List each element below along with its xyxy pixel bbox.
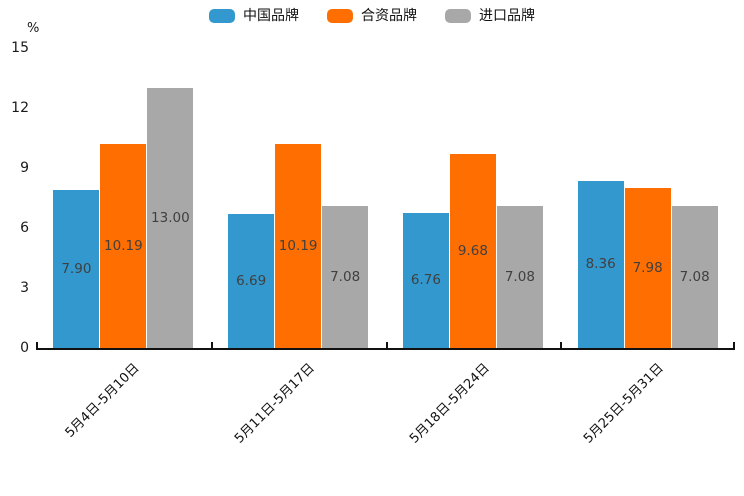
x-axis-tick xyxy=(560,342,563,348)
y-tick-label: 0 xyxy=(20,340,29,356)
bar-value-label: 7.08 xyxy=(504,269,535,286)
x-axis-tick xyxy=(210,342,213,348)
plot-area: 7.90 10.19 13.00 6.69 10.19 7.08 6.76 9.68 7.08 8… xyxy=(36,48,735,350)
x-axis-tick xyxy=(36,342,38,348)
bar-进口品牌-5月4日-5月10日: 13.00 xyxy=(147,88,194,348)
bar-合资品牌-5月11日-5月17日: 10.19 xyxy=(275,144,322,348)
bar-value-label: 7.98 xyxy=(632,260,663,277)
x-category-label: 5月18日-5月24日 xyxy=(406,360,493,447)
bar-进口品牌-5月25日-5月31日: 7.08 xyxy=(671,206,718,348)
bar-value-label: 10.19 xyxy=(278,238,318,255)
bar-中国品牌-5月18日-5月24日: 6.76 xyxy=(402,212,449,348)
bar-中国品牌-5月25日-5月31日: 8.36 xyxy=(577,180,624,348)
bar-value-label: 7.90 xyxy=(61,261,92,277)
legend-swatch-joint-venture-brand-icon xyxy=(327,9,353,23)
legend-label: 合资品牌 xyxy=(361,8,417,24)
bar-进口品牌-5月11日-5月17日: 7.08 xyxy=(322,206,369,348)
legend-item-china-brand[interactable]: 中国品牌 xyxy=(209,7,299,25)
bar-value-label: 10.19 xyxy=(104,238,143,255)
x-category-label: 5月11日-5月17日 xyxy=(231,360,318,447)
x-axis-tick xyxy=(733,342,735,348)
legend-item-imported-brand[interactable]: 进口品牌 xyxy=(445,7,535,25)
y-tick-label: 9 xyxy=(20,160,29,176)
bar-value-label: 9.68 xyxy=(457,243,488,260)
bar-合资品牌-5月4日-5月10日: 10.19 xyxy=(100,144,147,348)
bar-value-label: 13.00 xyxy=(151,210,190,226)
y-tick-label: 6 xyxy=(20,220,29,236)
bar-合资品牌-5月25日-5月31日: 7.98 xyxy=(624,188,671,348)
legend-label: 进口品牌 xyxy=(479,8,535,24)
legend-swatch-china-brand-icon xyxy=(209,9,235,23)
bar-value-label: 6.69 xyxy=(236,273,267,290)
bar-value-label: 8.36 xyxy=(585,256,616,273)
x-category-label: 5月4日-5月10日 xyxy=(62,360,143,441)
bar-中国品牌-5月4日-5月10日: 7.90 xyxy=(53,190,100,348)
y-tick-label: 12 xyxy=(11,100,29,116)
bar-合资品牌-5月18日-5月24日: 9.68 xyxy=(449,154,496,348)
y-axis-unit-label: % xyxy=(27,21,40,36)
chart-legend: 中国品牌 合资品牌 进口品牌 xyxy=(0,7,744,25)
bar-value-label: 7.08 xyxy=(679,269,710,286)
y-tick-label: 3 xyxy=(20,280,29,296)
x-axis-tick xyxy=(385,342,388,348)
bar-value-label: 6.76 xyxy=(410,272,441,289)
legend-label: 中国品牌 xyxy=(243,8,299,24)
legend-item-joint-venture-brand[interactable]: 合资品牌 xyxy=(327,7,417,25)
bar-中国品牌-5月11日-5月17日: 6.69 xyxy=(228,214,275,348)
bar-value-label: 7.08 xyxy=(330,269,361,286)
x-category-label: 5月25日-5月31日 xyxy=(581,360,668,447)
legend-swatch-imported-brand-icon xyxy=(445,9,471,23)
y-tick-label: 15 xyxy=(11,40,29,56)
bar-进口品牌-5月18日-5月24日: 7.08 xyxy=(496,206,543,348)
